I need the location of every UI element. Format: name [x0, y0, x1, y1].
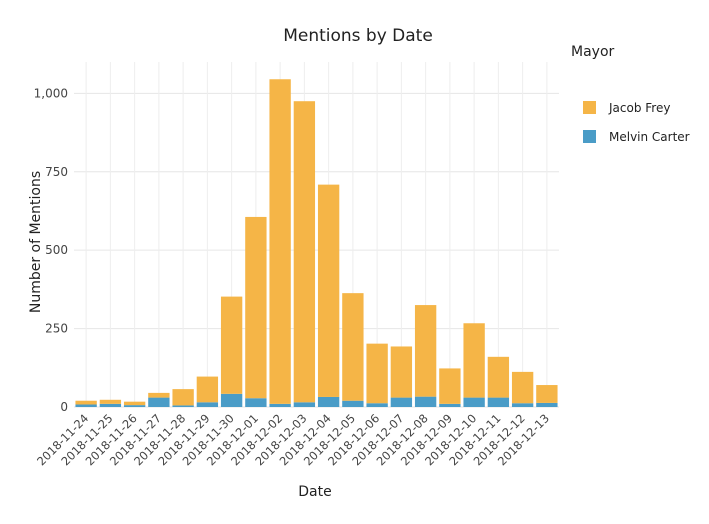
bar-melvin-carter	[99, 403, 122, 407]
bar-melvin-carter	[220, 393, 243, 407]
bar-melvin-carter	[75, 404, 97, 407]
bar-melvin-carter	[245, 398, 267, 407]
bar-jacob-frey	[366, 343, 388, 404]
bar-melvin-carter	[414, 396, 437, 407]
y-tick-label: 1,000	[34, 86, 68, 100]
bar-melvin-carter	[463, 397, 485, 407]
bar-melvin-carter	[123, 405, 146, 407]
bar-jacob-frey	[172, 389, 194, 406]
bar-jacob-frey	[487, 356, 510, 398]
bar-melvin-carter	[342, 400, 364, 407]
bars	[75, 79, 558, 407]
bar-melvin-carter	[317, 396, 340, 407]
bar-jacob-frey	[220, 296, 243, 394]
bar-jacob-frey	[317, 184, 340, 397]
y-axis-label: Number of Mentions	[28, 171, 44, 313]
grid	[74, 62, 559, 408]
legend-swatch	[583, 130, 596, 143]
y-tick-label: 750	[45, 165, 68, 179]
bar-melvin-carter	[269, 403, 291, 407]
bar-jacob-frey	[439, 368, 461, 404]
legend-items: Jacob Frey Melvin Carter	[583, 101, 690, 144]
chart-title: Mentions by Date	[283, 26, 433, 46]
bar-melvin-carter	[536, 402, 558, 407]
y-axis-ticks: 0 250 500 750 1,000	[34, 86, 68, 414]
bar-jacob-frey	[123, 401, 146, 406]
bar-melvin-carter	[196, 402, 219, 407]
bar-jacob-frey	[148, 392, 170, 398]
legend-label: Jacob Frey	[608, 101, 670, 115]
bar-jacob-frey	[463, 323, 485, 398]
legend-title: Mayor	[571, 44, 615, 60]
bar-jacob-frey	[390, 346, 413, 398]
bar-jacob-frey	[75, 400, 97, 405]
y-tick-label: 250	[45, 322, 68, 336]
legend-swatch	[583, 101, 596, 114]
bar-melvin-carter	[366, 403, 388, 407]
bar-jacob-frey	[536, 385, 558, 403]
bar-jacob-frey	[269, 79, 291, 404]
bar-melvin-carter	[511, 403, 534, 407]
bar-melvin-carter	[487, 397, 510, 407]
legend-label: Melvin Carter	[609, 130, 690, 144]
bar-melvin-carter	[390, 397, 413, 407]
y-tick-label: 500	[45, 243, 68, 257]
bar-melvin-carter	[172, 405, 194, 407]
bar-melvin-carter	[148, 397, 170, 407]
bar-jacob-frey	[99, 399, 122, 404]
bar-melvin-carter	[439, 403, 461, 407]
x-axis-label: Date	[298, 484, 331, 500]
x-axis-ticks: 2018-11-242018-11-252018-11-262018-11-27…	[34, 411, 552, 468]
bar-jacob-frey	[414, 305, 437, 397]
y-tick-label: 0	[60, 400, 68, 414]
bar-melvin-carter	[293, 402, 316, 407]
bar-jacob-frey	[293, 101, 316, 403]
legend: Mayor Jacob Frey Melvin Carter	[571, 44, 690, 144]
bar-jacob-frey	[196, 376, 219, 403]
bar-jacob-frey	[245, 216, 267, 399]
bar-jacob-frey	[511, 371, 534, 404]
bar-jacob-frey	[342, 293, 364, 401]
